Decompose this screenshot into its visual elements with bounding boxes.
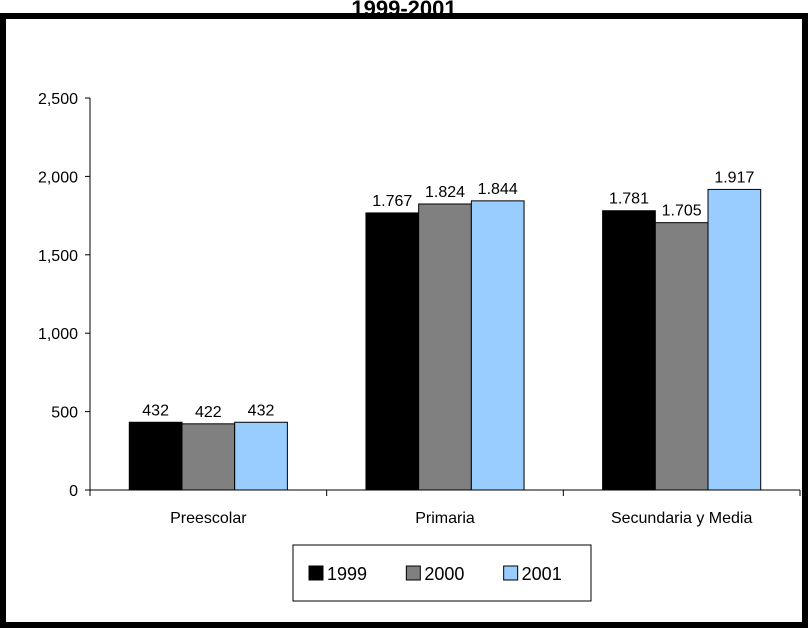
bar-chart: 0 500 1,000 1,500 2,000 2,500 432 422 432 Preesco… — [0, 13, 808, 628]
data-label: 1.767 — [372, 193, 412, 210]
bar — [181, 423, 236, 491]
bar — [418, 203, 472, 491]
bar — [470, 200, 525, 491]
data-label: 1.917 — [714, 169, 754, 186]
bar — [602, 210, 656, 491]
data-label: 1.705 — [662, 203, 702, 220]
legend-label: 2000 — [424, 564, 464, 584]
y-tick-label: 1,500 — [38, 248, 78, 265]
bar — [365, 212, 420, 491]
bar — [234, 421, 288, 491]
y-tick-label: 2,000 — [38, 169, 78, 186]
y-tick-label: 2,500 — [38, 91, 78, 108]
y-tick-label: 0 — [69, 483, 78, 500]
legend-swatch — [405, 565, 421, 581]
plot-area: 0 500 1,000 1,500 2,000 2,500 432 422 432 Preesco… — [38, 91, 801, 527]
legend-label: 1999 — [327, 564, 367, 584]
legend-label: 2001 — [522, 564, 562, 584]
bar — [654, 222, 709, 491]
category-label: Secundaria y Media — [611, 510, 753, 527]
chart-title: 1999-2001 — [351, 0, 457, 21]
data-label: 1.781 — [609, 191, 649, 208]
data-label: 432 — [248, 402, 275, 419]
legend: 1999 2000 2001 — [292, 544, 592, 602]
bar — [707, 188, 762, 491]
category-label: Primaria — [415, 510, 475, 527]
data-label: 422 — [195, 404, 222, 421]
data-label: 1.844 — [478, 181, 518, 198]
data-label: 1.824 — [425, 184, 465, 201]
legend-swatch — [308, 565, 324, 581]
legend-box — [292, 544, 592, 602]
legend-swatch — [503, 565, 519, 581]
category-label: Preescolar — [170, 510, 247, 527]
bar — [128, 421, 183, 491]
data-label: 432 — [142, 402, 169, 419]
y-tick-label: 500 — [51, 405, 78, 422]
y-tick-label: 1,000 — [38, 326, 78, 343]
